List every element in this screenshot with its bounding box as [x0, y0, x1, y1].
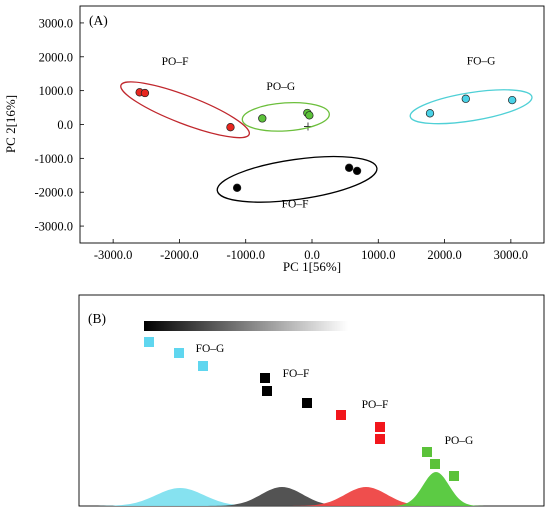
distribution-curve: [289, 487, 443, 506]
distribution-curve: [388, 472, 484, 506]
distribution-curve: [92, 488, 268, 506]
cluster-schematic: (B) FO–G FO–F PO–F PO–G: [78, 294, 545, 507]
y-tick-label: -3000.0: [34, 220, 73, 234]
group-labels: PO–F PO–G FO–G FO–F: [162, 56, 496, 211]
group-label: FO–G: [196, 343, 225, 355]
group-marker: [174, 348, 184, 358]
group-label: PO–F: [362, 399, 389, 411]
group-marker: [449, 471, 459, 481]
group-marker: [302, 398, 312, 408]
group-marker: [144, 337, 154, 347]
group-label: PO–G: [445, 435, 474, 447]
group-labels-b: FO–G FO–F PO–F PO–G: [196, 343, 474, 447]
pca-score-plot: (A) -3000.0 -2000.0 -1000.0 0.0 1000.0 2000.0…: [3, 5, 545, 274]
score-point: [425, 109, 435, 118]
score-point: [232, 183, 242, 192]
y-tick-label: -2000.0: [34, 186, 73, 200]
distribution-curve: [205, 487, 359, 506]
score-point: [352, 166, 362, 176]
y-tick-label: 0.0: [57, 118, 73, 132]
x-tick-label: 0.0: [304, 248, 320, 262]
panel-a-label: (A): [89, 13, 108, 28]
y-tick-label: -1000.0: [34, 152, 73, 166]
x-tick-label: -2000.0: [160, 248, 199, 262]
score-point: [461, 94, 470, 103]
group-marker: [336, 410, 346, 420]
x-tick-label: 2000.0: [427, 248, 461, 262]
x-tick-label: -3000.0: [94, 248, 133, 262]
x-axis-label: PC 1[56%]: [283, 259, 341, 274]
group-marker: [262, 386, 272, 396]
group-ellipse: [241, 101, 330, 132]
group-marker: [430, 459, 440, 469]
group-label: PO–G: [266, 81, 295, 93]
gradient-bar: [144, 321, 348, 331]
score-point: [258, 114, 267, 123]
score-point: [305, 111, 314, 120]
y-tick-label: 2000.0: [39, 50, 73, 64]
distribution-curves: [92, 472, 484, 506]
score-point: [140, 88, 150, 98]
group-ellipses: [120, 81, 533, 203]
group-label: FO–F: [283, 368, 310, 380]
score-point: [226, 123, 235, 132]
group-ellipse: [409, 89, 533, 125]
plot-a-frame: [79, 5, 545, 244]
group-label: FO–G: [467, 56, 496, 68]
group-ellipse: [216, 155, 378, 203]
panel-b-label: (B): [88, 311, 106, 326]
group-label: PO–F: [162, 56, 189, 68]
x-tick-label: 1000.0: [361, 248, 395, 262]
group-marker: [260, 373, 270, 383]
x-tick-label: -1000.0: [226, 248, 265, 262]
y-tick-label: 1000.0: [39, 84, 73, 98]
group-marker: [375, 434, 385, 444]
group-marker: [198, 361, 208, 371]
y-axis-label: PC 2[16%]: [3, 95, 18, 153]
group-marker: [422, 447, 432, 457]
score-point: [508, 95, 517, 105]
plot-a-ticks: -3000.0 -2000.0 -1000.0 0.0 1000.0 2000.0 3000…: [34, 16, 528, 262]
group-markers: [144, 337, 459, 481]
y-tick-label: 3000.0: [39, 16, 73, 30]
score-point: [344, 163, 354, 172]
score-points: [135, 88, 517, 192]
group-ellipse: [120, 81, 250, 139]
x-tick-label: 3000.0: [494, 248, 528, 262]
group-marker: [375, 422, 385, 432]
group-label: FO–F: [282, 198, 309, 210]
